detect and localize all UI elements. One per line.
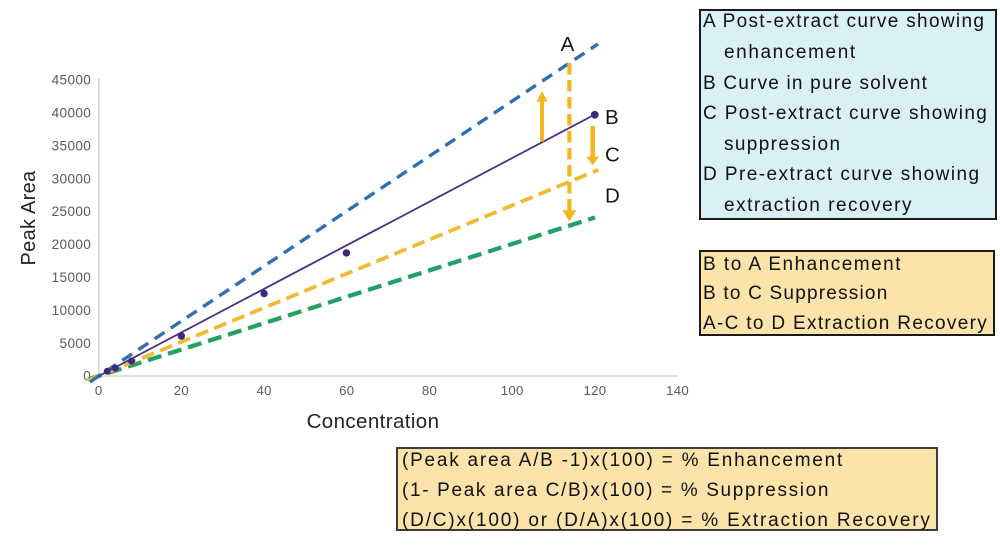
svg-text:5000: 5000 bbox=[60, 336, 92, 351]
svg-text:40000: 40000 bbox=[52, 106, 92, 121]
svg-text:Peak Area: Peak Area bbox=[18, 170, 40, 266]
svg-text:60: 60 bbox=[339, 383, 354, 398]
svg-text:0: 0 bbox=[95, 383, 103, 398]
svg-text:25000: 25000 bbox=[52, 204, 92, 219]
svg-text:C: C bbox=[605, 144, 620, 167]
svg-text:A: A bbox=[561, 33, 575, 56]
svg-text:120: 120 bbox=[583, 383, 606, 398]
svg-text:20: 20 bbox=[174, 383, 189, 398]
svg-text:Concentration: Concentration bbox=[307, 410, 440, 433]
svg-text:D: D bbox=[605, 185, 620, 208]
svg-text:B: B bbox=[605, 106, 619, 129]
svg-text:40: 40 bbox=[256, 383, 271, 398]
svg-text:35000: 35000 bbox=[52, 138, 92, 153]
svg-text:10000: 10000 bbox=[52, 303, 92, 318]
svg-text:45000: 45000 bbox=[52, 73, 92, 88]
svg-text:140: 140 bbox=[666, 383, 689, 398]
svg-text:20000: 20000 bbox=[52, 237, 92, 252]
svg-text:15000: 15000 bbox=[52, 270, 92, 285]
svg-text:0: 0 bbox=[83, 369, 91, 384]
svg-text:30000: 30000 bbox=[52, 171, 92, 186]
svg-text:100: 100 bbox=[501, 383, 524, 398]
svg-text:80: 80 bbox=[422, 383, 437, 398]
